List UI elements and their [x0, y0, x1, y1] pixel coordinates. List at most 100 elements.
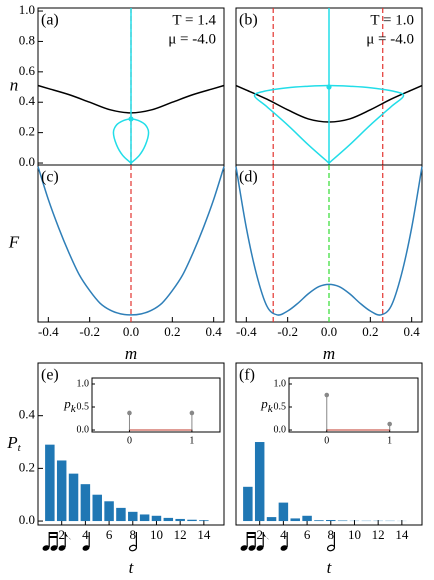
stem-marker	[189, 410, 195, 416]
y-tick-label: 0.2	[19, 124, 35, 139]
x-tick-label: 1	[189, 435, 194, 446]
y-tick-label: 1.0	[77, 378, 90, 389]
line-series	[235, 166, 423, 316]
x-tick-label: 14	[197, 527, 211, 542]
bar	[175, 518, 185, 522]
bar	[326, 519, 336, 522]
x-tick-label: -0.4	[236, 324, 257, 339]
x-tick-label: 10	[348, 527, 361, 542]
bar	[163, 517, 174, 522]
bar	[104, 501, 114, 522]
x-tick-label: 8	[130, 527, 137, 542]
x-tick-label: 0	[324, 435, 329, 446]
panel-label: (e)	[41, 367, 59, 384]
y-tick-label: 0.2	[19, 459, 35, 474]
x-tick-label: -0.4	[38, 324, 59, 339]
bar	[337, 520, 348, 522]
x-tick-label: 0	[127, 435, 132, 446]
x-tick-label: 0.0	[123, 324, 139, 339]
bar	[314, 520, 324, 522]
inset-frame	[288, 377, 419, 433]
x-tick-label: 4	[280, 527, 287, 542]
bar	[139, 514, 150, 522]
x-axis-label: m	[323, 344, 335, 363]
x-tick-label: 10	[150, 527, 163, 542]
y-axis-label-sub: k	[71, 403, 77, 415]
y-axis-label: Pt	[6, 433, 21, 454]
x-tick-label: 12	[174, 527, 187, 542]
y-tick-label: 1.0	[19, 2, 35, 17]
y-axis-label: pk	[63, 396, 77, 415]
x-tick-label: 0.2	[362, 324, 378, 339]
bar	[56, 460, 67, 522]
annotation: μ = -4.0	[168, 31, 216, 47]
bar	[92, 494, 102, 522]
bar	[151, 515, 162, 522]
y-tick-label: 0.4	[19, 93, 36, 108]
y-tick-label: 0.5	[274, 401, 287, 412]
bar	[302, 515, 312, 522]
y-tick-label: 0.0	[19, 512, 35, 527]
bar	[116, 507, 126, 522]
bar	[68, 473, 79, 522]
y-axis-label-main: p	[260, 396, 268, 411]
bar	[128, 511, 138, 522]
x-tick-label: 1	[387, 435, 392, 446]
x-tick-label: 14	[395, 527, 409, 542]
x-tick-label: 0.0	[321, 324, 337, 339]
bar	[266, 517, 277, 522]
panel-label: (d)	[239, 169, 258, 186]
y-axis-label-main: p	[63, 396, 71, 411]
y-axis-label-sub: k	[268, 403, 274, 415]
plot-frame	[37, 164, 225, 323]
y-tick-label: 0.8	[19, 32, 35, 47]
panel-label: (f)	[239, 367, 255, 384]
x-axis-label: t	[129, 558, 135, 577]
bar	[80, 484, 91, 522]
annotation: T = 1.4	[172, 12, 216, 28]
panel-label: (b)	[239, 12, 258, 29]
bar	[243, 486, 253, 522]
x-axis-label: m	[125, 344, 137, 363]
bar	[187, 519, 197, 522]
note-icon	[240, 532, 257, 552]
x-tick-label: 12	[372, 527, 385, 542]
y-tick-label: 0.0	[19, 154, 35, 169]
bar	[278, 502, 289, 522]
y-tick-label: 0.6	[19, 63, 36, 78]
panel-label: (a)	[41, 12, 59, 29]
stem-marker	[127, 410, 132, 416]
y-tick-label: 0.4	[19, 407, 36, 422]
bar	[45, 444, 55, 522]
x-tick-label: 6	[304, 527, 311, 542]
x-tick-label: -0.2	[277, 324, 298, 339]
bar	[290, 518, 300, 522]
bar	[199, 520, 209, 522]
bar	[254, 442, 265, 522]
x-tick-label: 0.2	[164, 324, 180, 339]
y-axis-label-main: F	[8, 232, 20, 251]
x-tick-label: 0.4	[206, 324, 223, 339]
y-axis-label: F	[8, 232, 20, 251]
stem-marker	[387, 421, 392, 427]
point-marker	[326, 84, 332, 90]
x-axis-label: t	[327, 558, 333, 577]
y-tick-label: 1.0	[274, 378, 287, 389]
line-series	[37, 166, 225, 316]
x-tick-label: 6	[106, 527, 113, 542]
point-marker	[128, 116, 134, 122]
y-tick-label: 0.0	[77, 424, 90, 435]
y-axis-label-main: P	[6, 433, 17, 452]
x-tick-label: -0.2	[79, 324, 100, 339]
annotation: μ = -4.0	[366, 31, 414, 47]
note-icon	[42, 532, 59, 552]
x-tick-label: 0.4	[404, 324, 421, 339]
y-axis-label-sub: t	[18, 442, 22, 454]
x-tick-label: 2	[256, 527, 263, 542]
y-axis-label: n	[10, 75, 19, 94]
stem-marker	[324, 392, 330, 398]
x-tick-label: 2	[58, 527, 65, 542]
y-axis-label: pk	[260, 396, 274, 415]
y-tick-label: 0.0	[274, 424, 287, 435]
